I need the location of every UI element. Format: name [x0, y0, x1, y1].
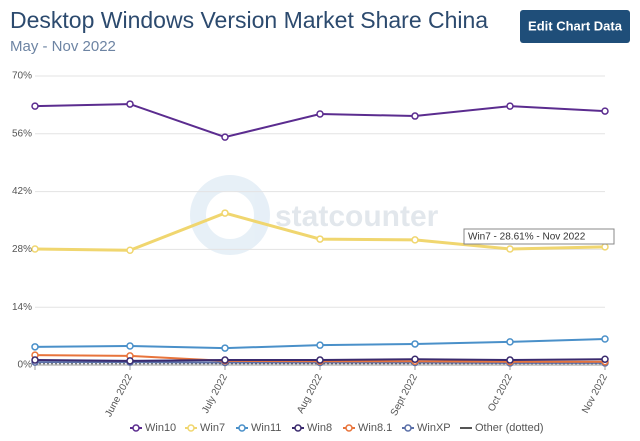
point: [411, 340, 419, 348]
point: [411, 355, 419, 363]
legend-label: Win11: [251, 422, 281, 434]
tooltip: Win7 - 28.61% - Nov 2022: [463, 228, 615, 245]
point: [221, 344, 229, 352]
legend-marker: [132, 424, 140, 432]
point: [601, 335, 609, 343]
point: [31, 102, 39, 110]
point: [31, 343, 39, 351]
legend-label: Win10: [145, 422, 176, 434]
y-tick-label: 28%: [12, 244, 32, 255]
point: [316, 341, 324, 349]
x-tick-label: Oct 2022: [486, 372, 515, 413]
chart-title: Desktop Windows Version Market Share Chi…: [10, 7, 488, 33]
watermark-text: statcounter: [275, 200, 439, 233]
legend-marker: [294, 424, 302, 432]
point: [126, 357, 134, 365]
point: [126, 100, 134, 108]
x-tick-label: July 2022: [200, 372, 230, 415]
legend-label: Other (dotted): [475, 422, 543, 434]
legend-marker: [345, 424, 353, 432]
point: [126, 246, 134, 254]
tooltip-text: Win7 - 28.61% - Nov 2022: [468, 232, 586, 243]
point: [221, 356, 229, 364]
point: [506, 356, 514, 364]
point: [601, 355, 609, 363]
button-label[interactable]: Edit Chart Data: [528, 18, 623, 33]
legend-marker: [187, 424, 195, 432]
watermark-logo: [190, 175, 270, 255]
legend-label: Win8: [307, 422, 332, 434]
point: [316, 356, 324, 364]
legend-marker: [404, 424, 412, 432]
legend-label: Win7: [200, 422, 225, 434]
legend-label: WinXP: [417, 422, 451, 434]
edit-button[interactable]: Edit Chart Data: [520, 10, 630, 43]
point: [31, 356, 39, 364]
point: [221, 209, 229, 217]
legend-label: Win8.1: [358, 422, 392, 434]
x-tick-label: Aug 2022: [295, 372, 325, 415]
legend-marker: [238, 424, 246, 432]
y-tick-label: 56%: [12, 128, 32, 139]
chart-subtitle: May - Nov 2022: [10, 38, 116, 55]
watermark: statcounter: [190, 175, 439, 255]
point: [31, 245, 39, 253]
button-bg[interactable]: [520, 10, 630, 43]
point: [221, 133, 229, 141]
point: [506, 338, 514, 346]
point: [506, 245, 514, 253]
point: [316, 235, 324, 243]
point: [411, 236, 419, 244]
point: [126, 342, 134, 350]
y-tick-label: 70%: [12, 71, 32, 82]
point: [601, 243, 609, 251]
y-tick-label: 14%: [12, 302, 32, 313]
x-tick-label: June 2022: [103, 372, 135, 419]
point: [506, 102, 514, 110]
tooltip-box: [463, 228, 615, 245]
point: [601, 107, 609, 115]
x-tick-label: Nov 2022: [580, 372, 610, 415]
x-tick-label: Sept 2022: [389, 372, 420, 418]
series-line: [34, 103, 606, 139]
point: [316, 110, 324, 118]
y-tick-label: 42%: [12, 186, 32, 197]
y-tick-label: 0%: [18, 360, 33, 371]
point: [411, 112, 419, 120]
